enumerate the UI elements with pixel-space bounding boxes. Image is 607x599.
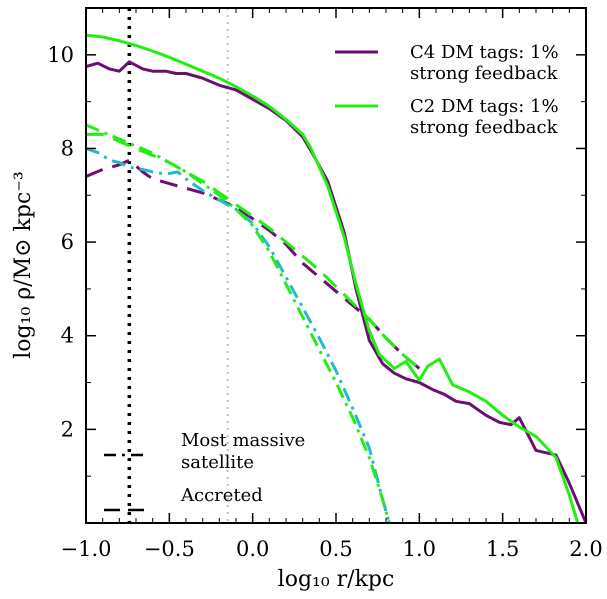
series-c4-satellite [86,147,391,523]
x-tick-label: 0.5 [319,537,352,561]
legend-label-2: C2 DM tags: 1% [410,96,559,117]
x-axis-label: log₁₀ r/kpc [278,567,395,592]
plot-frame [85,7,587,524]
x-tick-label: 1.0 [403,537,436,561]
style-legend-label-1: Most massive [181,430,305,451]
series-c2-accreted [86,132,421,370]
series-c4-accreted [86,158,421,370]
y-tick-label: 8 [61,136,74,160]
x-tick-label: −1.0 [61,537,112,561]
x-tick-label: −0.5 [144,537,195,561]
y-tick-label: 4 [61,324,74,348]
x-tick-label: 0.0 [236,537,269,561]
y-tick-label: 6 [61,230,74,254]
series-c2-satellite [86,123,391,523]
style-legend-label-1-line2: satellite [181,452,254,473]
legend-label-1-line2: strong feedback [410,63,559,84]
y-tick-label: 2 [61,417,74,441]
legend-label-1: C4 DM tags: 1% [410,42,559,63]
style-legend-label-2: Accreted [180,485,263,506]
x-tick-label: 2.0 [569,537,602,561]
series-c2-total [86,33,580,523]
legend-label-2-line2: strong feedback [410,117,559,138]
y-tick-label: 10 [47,43,74,67]
x-tick-label: 1.5 [486,537,519,561]
y-axis-label: log₁₀ ρ/M⊙ kpc⁻³ [11,171,36,358]
